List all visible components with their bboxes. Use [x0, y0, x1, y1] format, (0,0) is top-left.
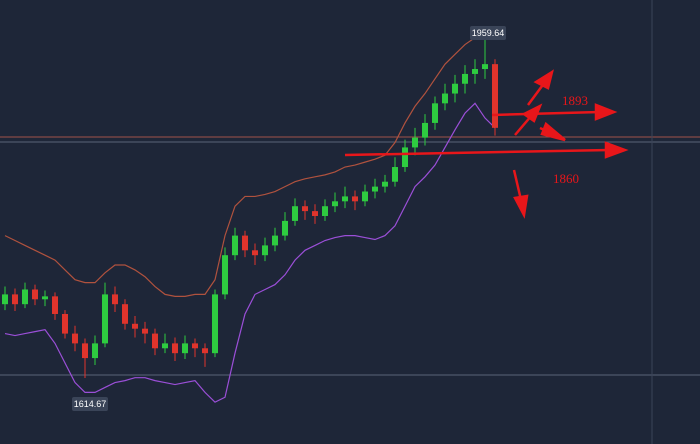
candle-body [472, 69, 478, 74]
low-label: 1614.67 [74, 399, 107, 409]
arrow-head [533, 69, 554, 90]
level-label: 1860 [553, 171, 579, 186]
candle-body [322, 206, 328, 217]
candle-body [122, 304, 128, 324]
plot [2, 29, 498, 403]
candle-body [132, 323, 138, 329]
arrow-line [491, 110, 601, 117]
candle-body [162, 343, 168, 349]
level-label: 1893 [562, 93, 588, 108]
candle-body [482, 64, 488, 70]
candle-body [262, 245, 268, 256]
candle-body [432, 103, 438, 123]
candle-body [92, 343, 98, 359]
candle-body [392, 167, 398, 182]
candle-body [252, 250, 258, 256]
candle-body [442, 93, 448, 104]
candle-body [152, 333, 158, 349]
candle-body [52, 296, 58, 314]
candle-body [42, 296, 48, 300]
price-tag-box [72, 397, 108, 411]
candle-body [232, 235, 238, 256]
candle-body [382, 181, 388, 187]
candle-body [62, 313, 68, 334]
arrow-head [521, 103, 543, 123]
candle-body [82, 343, 88, 359]
candle-body [102, 294, 108, 344]
candle-body [112, 294, 118, 305]
candle-body [22, 289, 28, 305]
candle-body [292, 206, 298, 221]
candle-body [272, 235, 278, 246]
candle-body [222, 255, 228, 295]
candle-body [312, 211, 318, 217]
candle-body [352, 196, 358, 202]
band-line [4, 29, 496, 297]
price-tag-box [470, 26, 506, 40]
band-line [4, 102, 496, 403]
candle-body [72, 333, 78, 344]
arrow-head [540, 121, 566, 142]
drawing [344, 69, 629, 219]
candle-body [202, 348, 208, 354]
candle-body [302, 206, 308, 212]
candle-body [192, 343, 198, 349]
arrow-head [604, 141, 629, 159]
candle-body [342, 196, 348, 202]
arrow-line [344, 148, 611, 157]
candle-body [212, 294, 218, 354]
high-label: 1959.64 [472, 28, 505, 38]
candle-body [32, 289, 38, 300]
candle-body [142, 328, 148, 334]
candle-body [282, 220, 288, 236]
candle-body [402, 147, 408, 168]
candle-body [182, 343, 188, 354]
candle-body [12, 294, 18, 305]
candle-body [422, 122, 428, 138]
candle-body [2, 294, 8, 305]
candle-body [242, 235, 248, 251]
arrow-head [513, 194, 529, 219]
arrow-line [512, 169, 523, 201]
candle-body [412, 137, 418, 148]
candle-body [172, 343, 178, 354]
candle-body [362, 191, 368, 202]
candle-body [332, 201, 338, 207]
candle-body [492, 64, 498, 128]
arrow-head [594, 103, 618, 121]
candle-body [372, 186, 378, 192]
candle-body [462, 73, 468, 84]
candle-body [452, 83, 458, 94]
